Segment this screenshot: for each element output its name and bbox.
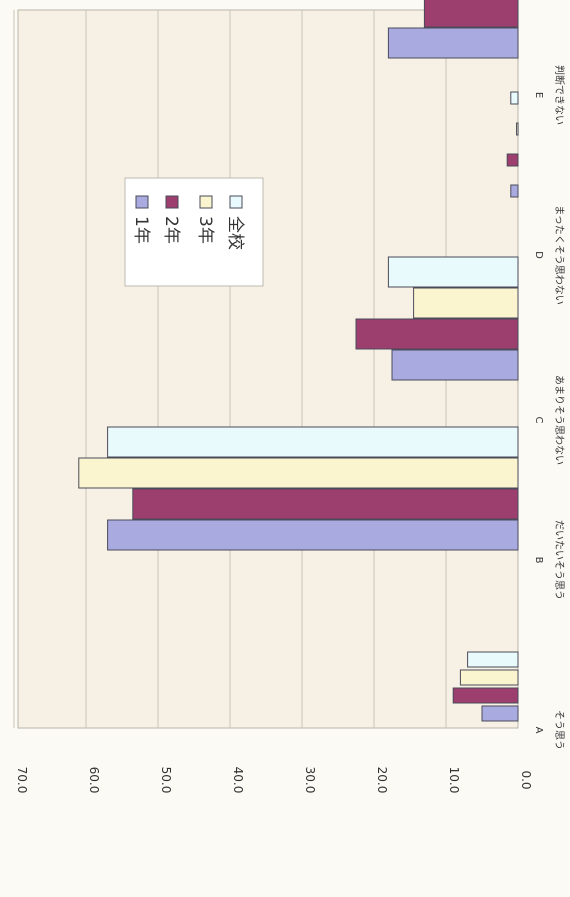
category-label: だいたいそう思う (553, 520, 565, 600)
category-labels: A そう思う B だいたいそう思う C あまりそう思わない D まったくそう思わない E 判断でき… (533, 65, 566, 750)
category-letter: A (533, 727, 544, 734)
category-letter: C (533, 417, 544, 424)
legend-swatch (229, 195, 243, 209)
bar-C-1 (391, 349, 519, 381)
bar-B-1 (107, 519, 519, 551)
bars (78, 0, 519, 722)
axis-ticks: 0.0 10.0 20.0 30.0 40.0 50.0 60.0 70.0 (15, 767, 533, 794)
tick-label: 0.0 (519, 770, 533, 789)
bar-B-4 (107, 426, 519, 458)
bar-B-3 (78, 457, 519, 489)
bar-D-4 (510, 91, 519, 105)
bar-A-1 (481, 705, 519, 722)
grid-lines (13, 10, 447, 728)
bar-E-1 (387, 27, 519, 59)
bar-D-2 (506, 153, 519, 167)
bar-D-1 (510, 184, 519, 198)
tick-label: 50.0 (159, 767, 173, 794)
category-label: そう思う (553, 710, 565, 750)
bar-D-3 (516, 122, 519, 136)
legend: 1年 2年 3年 全校 (124, 177, 264, 287)
legend-swatch (165, 195, 179, 209)
category-letter: D (533, 251, 544, 259)
legend-label: 全校 (225, 216, 245, 250)
category-label: あまりそう思わない (553, 375, 565, 465)
tick-label: 40.0 (231, 767, 245, 794)
legend-swatch (199, 195, 213, 209)
bar-C-4 (387, 256, 519, 288)
category-label: まったくそう思わない (553, 205, 565, 305)
tick-label: 60.0 (87, 767, 101, 794)
tick-label: 70.0 (15, 767, 29, 794)
legend-label: 2年 (161, 216, 181, 244)
bar-B-2 (132, 488, 519, 520)
tick-label: 10.0 (447, 767, 461, 794)
category-label: 判断できない (553, 65, 566, 125)
bar-C-2 (355, 318, 519, 350)
legend-label: 1年 (131, 216, 151, 244)
bar-A-3 (459, 669, 519, 686)
legend-swatch (135, 195, 149, 209)
legend-label: 3年 (195, 216, 215, 244)
bar-A-2 (452, 687, 519, 704)
bar-E-2 (423, 0, 519, 28)
category-letter: E (533, 92, 544, 98)
category-letter: B (533, 557, 544, 564)
tick-label: 30.0 (303, 767, 317, 794)
bar-A-4 (467, 651, 519, 668)
bar-C-3 (413, 287, 519, 319)
tick-label: 20.0 (375, 767, 389, 794)
